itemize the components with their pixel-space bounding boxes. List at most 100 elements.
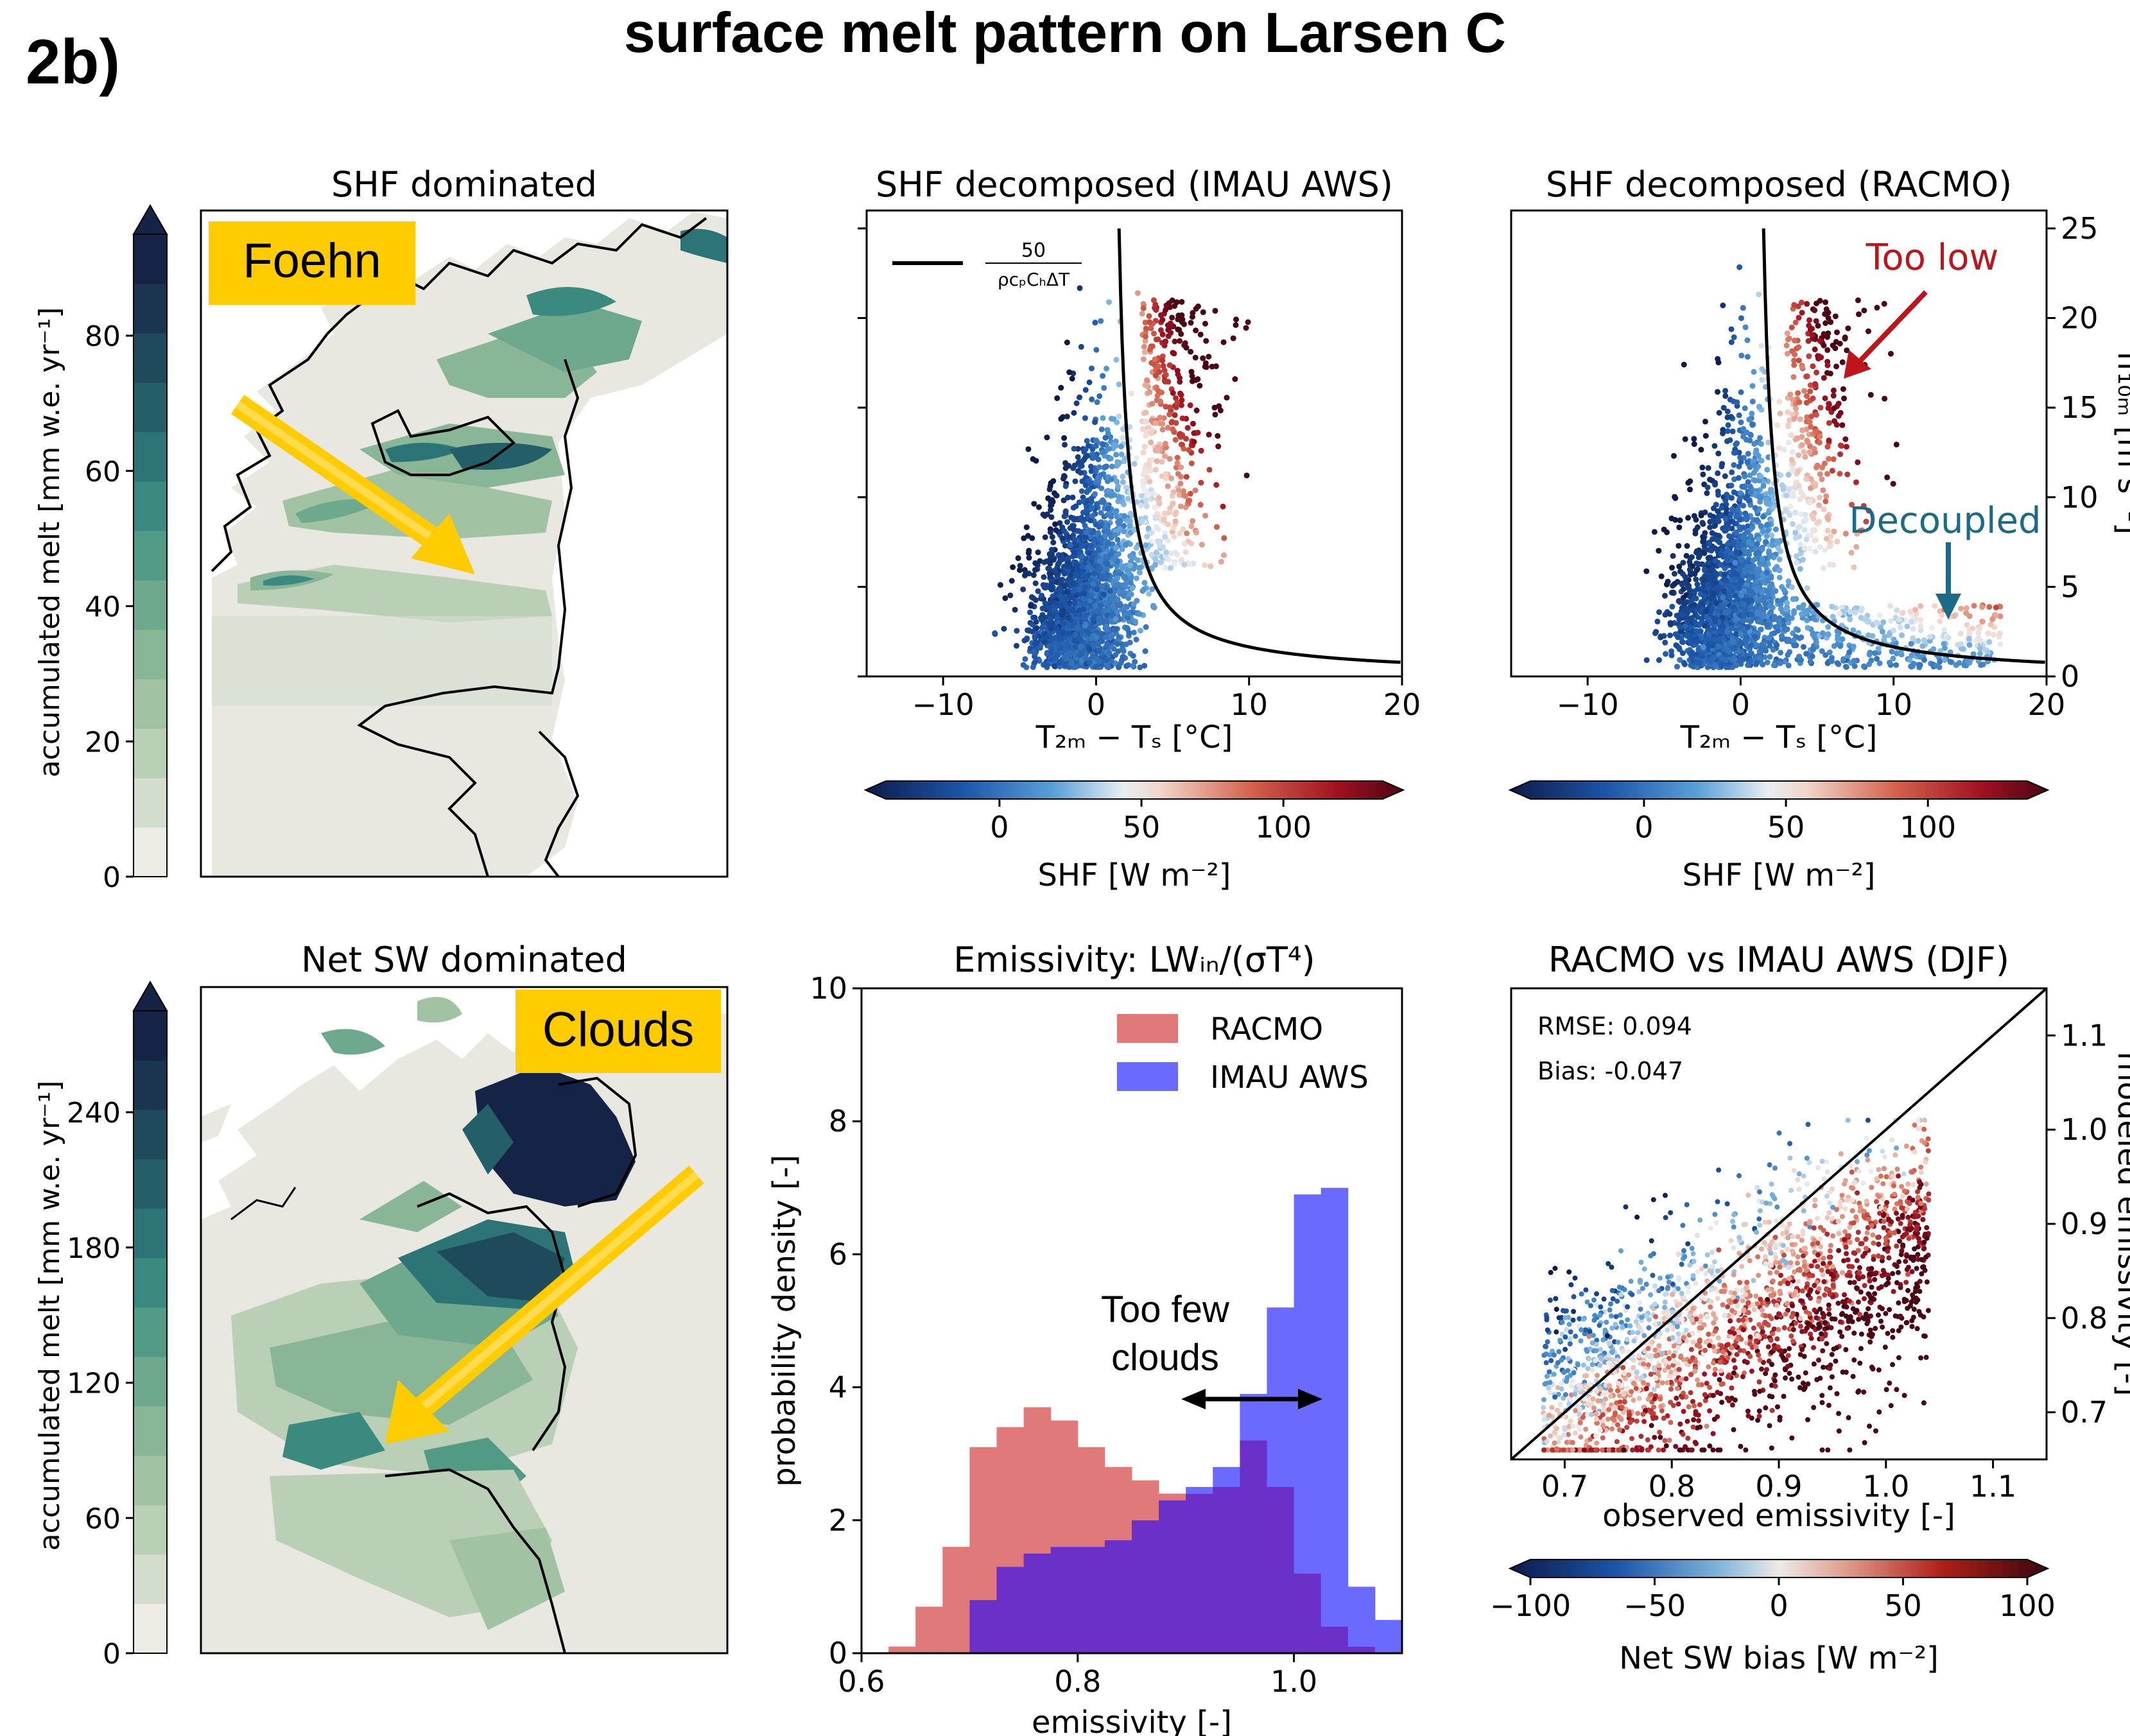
data-point	[1797, 416, 1803, 422]
data-point	[1195, 429, 1201, 436]
data-point	[1180, 526, 1186, 533]
data-point	[1116, 588, 1122, 594]
data-point	[1159, 316, 1166, 323]
data-point	[1731, 489, 1737, 495]
data-point	[1186, 497, 1193, 504]
data-point	[1789, 449, 1796, 455]
data-point	[1132, 618, 1138, 624]
data-point	[1080, 590, 1087, 597]
data-point	[1656, 547, 1662, 554]
data-point	[1061, 528, 1068, 535]
data-point	[1979, 604, 1986, 610]
data-point	[1130, 662, 1136, 669]
data-point	[1736, 264, 1743, 270]
data-point	[1156, 363, 1162, 370]
data-point	[1887, 350, 1894, 357]
data-point	[1162, 453, 1168, 460]
data-point	[1823, 320, 1829, 327]
clouds-arrow	[385, 1165, 704, 1444]
data-point	[1794, 435, 1801, 442]
data-point	[1996, 630, 2003, 637]
data-point	[1088, 495, 1095, 502]
data-point	[1138, 493, 1145, 499]
data-point	[1192, 354, 1199, 361]
shf-decomposed-imau-panel: SHF decomposed (IMAU AWS) 50 ρcₚCₕΔT −10…	[858, 164, 1421, 893]
data-point	[1745, 451, 1751, 457]
data-point	[1138, 628, 1144, 634]
data-point	[1791, 357, 1797, 364]
data-point	[1728, 495, 1735, 501]
data-point	[1047, 529, 1053, 535]
data-point	[1829, 603, 1835, 610]
data-point	[1015, 555, 1021, 562]
data-point	[1874, 655, 1880, 662]
colorbar-tick-label: 60	[85, 456, 121, 488]
data-point	[1758, 605, 1764, 612]
data-point	[1116, 381, 1122, 388]
data-point	[1127, 580, 1134, 586]
data-point	[1177, 480, 1184, 486]
data-point	[1118, 660, 1124, 666]
data-point	[1774, 597, 1781, 604]
data-point	[1751, 441, 1758, 447]
data-point	[1202, 363, 1208, 370]
data-point	[1672, 495, 1679, 501]
data-point	[1141, 469, 1148, 476]
data-point	[1152, 356, 1158, 363]
colorbar-segment	[134, 1159, 167, 1209]
data-point	[1808, 424, 1814, 430]
data-point	[1738, 556, 1745, 563]
data-point	[1740, 524, 1746, 531]
data-point	[1712, 558, 1719, 564]
data-point	[1744, 459, 1751, 465]
data-point	[1776, 618, 1782, 624]
data-point	[1030, 664, 1036, 670]
data-point	[1706, 615, 1712, 622]
data-point	[1738, 459, 1744, 465]
data-point	[1848, 549, 1855, 556]
data-point	[1031, 648, 1037, 655]
map-title: Net SW dominated	[301, 940, 627, 980]
data-point	[1668, 589, 1675, 596]
data-point	[1702, 433, 1709, 439]
data-point	[1165, 483, 1171, 490]
data-point	[1809, 653, 1815, 660]
data-point	[1116, 413, 1122, 420]
data-point	[1897, 624, 1903, 630]
data-point	[1096, 547, 1102, 554]
data-point	[1680, 560, 1686, 566]
data-point	[1785, 409, 1791, 415]
data-point	[1131, 562, 1138, 568]
data-point	[1096, 393, 1103, 399]
data-point	[1786, 335, 1792, 341]
data-point	[1230, 335, 1236, 341]
data-point	[1173, 395, 1179, 401]
data-point	[1788, 584, 1795, 590]
data-point	[1880, 619, 1887, 626]
data-point	[1127, 591, 1133, 597]
data-point	[1039, 624, 1045, 631]
data-point	[1125, 495, 1131, 502]
map-shf-dominated: SHF dominated Foehn	[33, 164, 729, 894]
data-point	[1148, 551, 1155, 558]
data-point	[1643, 568, 1650, 574]
colorbar-tick-label: 180	[67, 1232, 121, 1265]
data-point	[1133, 636, 1139, 642]
data-point	[1116, 664, 1122, 671]
colorbar-extend-arrow	[132, 204, 168, 235]
data-point	[1155, 388, 1161, 394]
data-point	[1213, 524, 1220, 530]
data-point	[1731, 334, 1737, 340]
data-point	[1756, 404, 1762, 410]
data-point	[1758, 458, 1765, 464]
data-point	[1095, 648, 1102, 654]
data-point	[1116, 460, 1122, 466]
data-point	[1855, 297, 1861, 304]
data-point	[1125, 614, 1131, 621]
data-point	[1796, 314, 1802, 321]
data-point	[1050, 593, 1056, 599]
data-point	[1792, 338, 1798, 344]
data-point	[1702, 418, 1708, 425]
data-point	[1797, 496, 1803, 503]
data-point	[1086, 443, 1092, 449]
